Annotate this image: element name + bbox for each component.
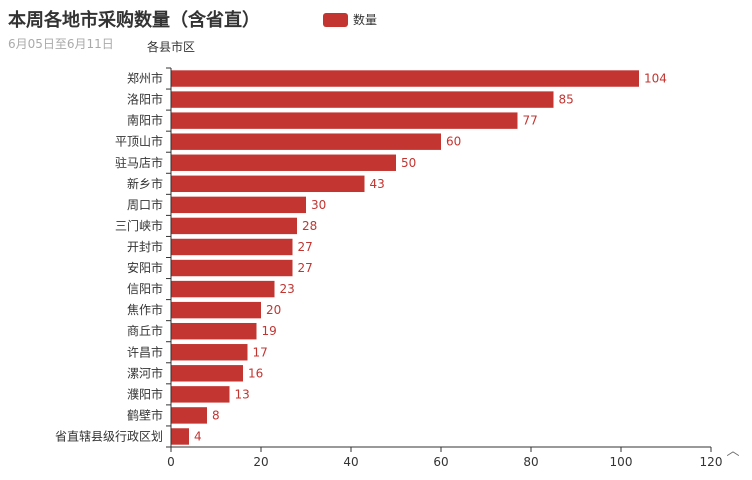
- x-tick-label: 120: [700, 455, 723, 469]
- bar[interactable]: [171, 238, 293, 256]
- bars-layer: [171, 70, 639, 445]
- data-label: 43: [370, 177, 385, 191]
- data-label: 27: [298, 240, 313, 254]
- category-label: 驻马店市: [115, 155, 163, 170]
- legend-label[interactable]: 数量: [353, 12, 377, 27]
- chart-title: 本周各地市采购数量（含省直）: [8, 9, 260, 31]
- category-label: 安阳市: [127, 260, 163, 275]
- x-tick-label: 20: [253, 455, 268, 469]
- data-label: 77: [523, 114, 538, 128]
- data-label: 30: [311, 198, 326, 212]
- data-label: 8: [212, 408, 220, 422]
- category-label: 鹤壁市: [127, 407, 163, 422]
- bar[interactable]: [171, 196, 306, 214]
- bar[interactable]: [171, 301, 261, 319]
- category-label: 焦作市: [127, 302, 163, 317]
- category-label: 商丘市: [127, 323, 163, 338]
- bar[interactable]: [171, 322, 257, 340]
- bar[interactable]: [171, 217, 297, 235]
- data-label: 23: [280, 282, 295, 296]
- category-label: 洛阳市: [127, 92, 163, 107]
- data-label: 4: [194, 429, 202, 443]
- bar[interactable]: [171, 154, 396, 171]
- data-label: 16: [248, 366, 263, 380]
- category-label: 南阳市: [127, 113, 163, 128]
- legend-swatch[interactable]: [323, 13, 348, 27]
- bar[interactable]: [171, 70, 639, 87]
- bar[interactable]: [171, 175, 365, 193]
- category-label: 三门峡市: [115, 218, 163, 233]
- bar[interactable]: [171, 112, 518, 129]
- bar[interactable]: [171, 386, 230, 403]
- y-axis-name: 各县市区: [147, 39, 195, 54]
- bar[interactable]: [171, 280, 275, 298]
- bar[interactable]: [171, 365, 243, 382]
- data-label: 60: [446, 135, 461, 149]
- category-label: 信阳市: [127, 281, 163, 296]
- legend[interactable]: 数量: [323, 12, 377, 27]
- data-label: 104: [644, 72, 667, 86]
- category-label: 许昌市: [127, 344, 163, 359]
- data-label: 27: [298, 261, 313, 275]
- chart-subtitle: 6月05日至6月11日: [8, 37, 114, 51]
- category-label: 新乡市: [127, 176, 163, 191]
- x-axis-ticks: 0 20 40 60 80 100 120: [167, 447, 722, 469]
- data-label: 50: [401, 156, 416, 170]
- data-label: 13: [235, 387, 250, 401]
- bar[interactable]: [171, 428, 189, 445]
- bar[interactable]: [171, 133, 441, 150]
- bar[interactable]: [171, 91, 554, 108]
- x-tick-label: 40: [343, 455, 358, 469]
- bar[interactable]: [171, 407, 207, 424]
- category-labels: 郑州市洛阳市南阳市平顶山市驻马店市新乡市周口市三门峡市开封市安阳市信阳市焦作市商…: [55, 67, 171, 448]
- category-label: 漯河市: [127, 365, 163, 380]
- data-label: 20: [266, 303, 281, 317]
- category-label: 省直辖县级行政区划: [55, 428, 163, 443]
- bar[interactable]: [171, 259, 293, 277]
- x-tick-label: 100: [610, 455, 633, 469]
- data-label: 17: [253, 345, 268, 359]
- category-label: 开封市: [127, 239, 163, 254]
- scroll-up-icon[interactable]: ︿: [726, 444, 739, 459]
- category-label: 濮阳市: [127, 386, 163, 401]
- x-tick-label: 60: [433, 455, 448, 469]
- data-label: 28: [302, 219, 317, 233]
- data-label: 85: [559, 93, 574, 107]
- data-label: 19: [262, 324, 277, 338]
- category-label: 平顶山市: [115, 134, 163, 149]
- x-tick-label: 80: [523, 455, 538, 469]
- category-label: 郑州市: [127, 71, 163, 86]
- x-tick-label: 0: [167, 455, 175, 469]
- bar[interactable]: [171, 344, 248, 361]
- category-label: 周口市: [127, 197, 163, 212]
